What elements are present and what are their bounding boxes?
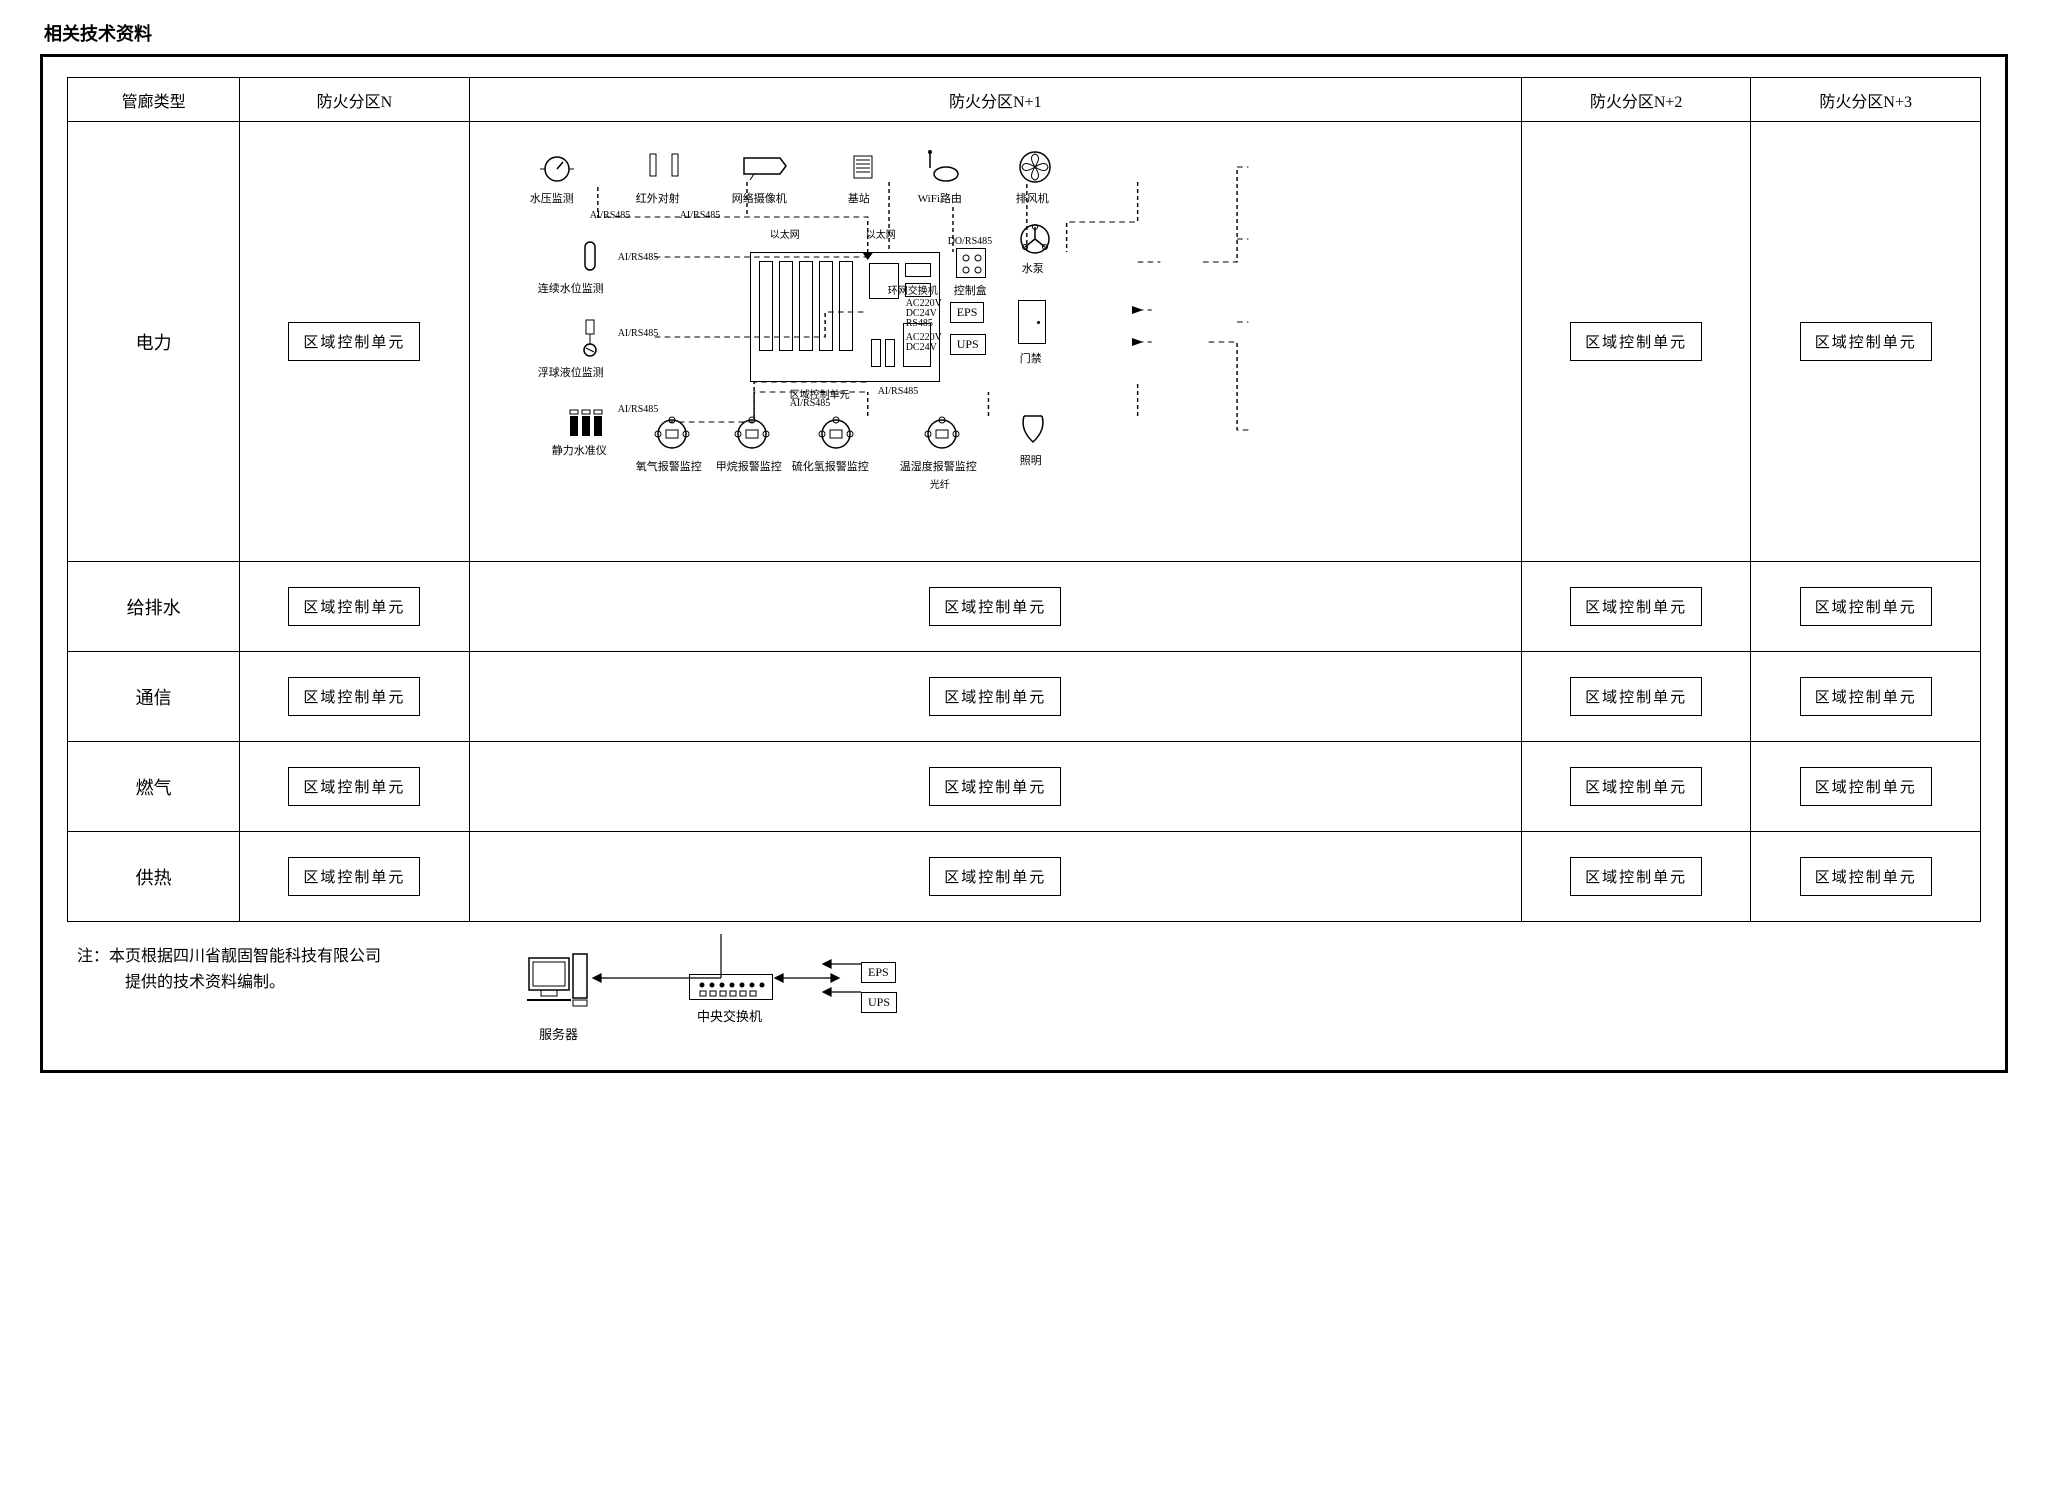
unit-box: 区域控制单元 [1800,587,1932,626]
cell-power-n: 区域控制单元 [240,122,470,562]
connection-lines [470,132,1521,552]
footer-diagram: 服务器 中央交换机 EPS UPS [401,944,1981,1054]
cell-power-n2: 区域控制单元 [1521,122,1751,562]
footer-eps-box: EPS [861,962,896,983]
footer-row: 注：本页根据四川省靓固智能科技有限公司 提供的技术资料编制。 [67,944,1981,1054]
label-central-switch: 中央交换机 [697,1006,762,1025]
page-title: 相关技术资料 [44,20,2008,46]
table-header-row: 管廊类型 防火分区N 防火分区N+1 防火分区N+2 防火分区N+3 [68,78,1981,122]
unit-box: 区域控制单元 [1800,767,1932,806]
unit-box: 区域控制单元 [1570,767,1702,806]
footnote-line2: 提供的技术资料编制。 [77,970,381,996]
col-n1: 防火分区N+1 [469,78,1521,122]
unit-box: 区域控制单元 [1570,677,1702,716]
unit-box: 区域控制单元 [929,677,1061,716]
unit-box: 区域控制单元 [288,587,420,626]
unit-box: 区域控制单元 [1800,857,1932,896]
footnote: 注：本页根据四川省靓固智能科技有限公司 提供的技术资料编制。 [67,944,381,995]
unit-box: 区域控制单元 [288,677,420,716]
central-switch-icon [689,974,773,1000]
unit-box: 区域控制单元 [1800,677,1932,716]
unit-box: 区域控制单元 [929,857,1061,896]
row-gas: 燃气 区域控制单元 区域控制单元 区域控制单元 区域控制单元 [68,742,1981,832]
diagram-frame: 管廊类型 防火分区N 防火分区N+1 防火分区N+2 防火分区N+3 电力 区域… [40,54,2008,1073]
server-icon [521,950,591,1020]
footnote-line1: 注：本页根据四川省靓固智能科技有限公司 [77,944,381,970]
unit-box: 区域控制单元 [1800,322,1932,361]
rowcat-heat: 供热 [68,832,240,922]
col-n3: 防火分区N+3 [1751,78,1981,122]
row-comm: 通信 区域控制单元 区域控制单元 区域控制单元 区域控制单元 [68,652,1981,742]
unit-box: 区域控制单元 [288,767,420,806]
unit-box: 区域控制单元 [1570,322,1702,361]
rowcat-gas: 燃气 [68,742,240,832]
footer-bus-lines [401,934,1981,1054]
col-n: 防火分区N [240,78,470,122]
rowcat-water: 给排水 [68,562,240,652]
unit-box: 区域控制单元 [288,322,420,361]
detail-diagram: 区域控制单元 AI/RS485 水压监测 AI/RS485 [470,132,1521,552]
unit-box: 区域控制单元 [288,857,420,896]
rowcat-comm: 通信 [68,652,240,742]
row-water: 给排水 区域控制单元 区域控制单元 区域控制单元 区域控制单元 [68,562,1981,652]
row-power: 电力 区域控制单元 [68,122,1981,562]
cell-power-detail: 区域控制单元 AI/RS485 水压监测 AI/RS485 [469,122,1521,562]
footer-ups-box: UPS [861,992,897,1013]
unit-box: 区域控制单元 [929,767,1061,806]
unit-box: 区域控制单元 [1570,857,1702,896]
unit-box: 区域控制单元 [1570,587,1702,626]
cell-power-n3: 区域控制单元 [1751,122,1981,562]
col-type: 管廊类型 [68,78,240,122]
zone-table: 管廊类型 防火分区N 防火分区N+1 防火分区N+2 防火分区N+3 电力 区域… [67,77,1981,922]
row-heat: 供热 区域控制单元 区域控制单元 区域控制单元 区域控制单元 [68,832,1981,922]
col-n2: 防火分区N+2 [1521,78,1751,122]
label-server: 服务器 [539,1024,578,1043]
unit-box: 区域控制单元 [929,587,1061,626]
rowcat-power: 电力 [68,122,240,562]
